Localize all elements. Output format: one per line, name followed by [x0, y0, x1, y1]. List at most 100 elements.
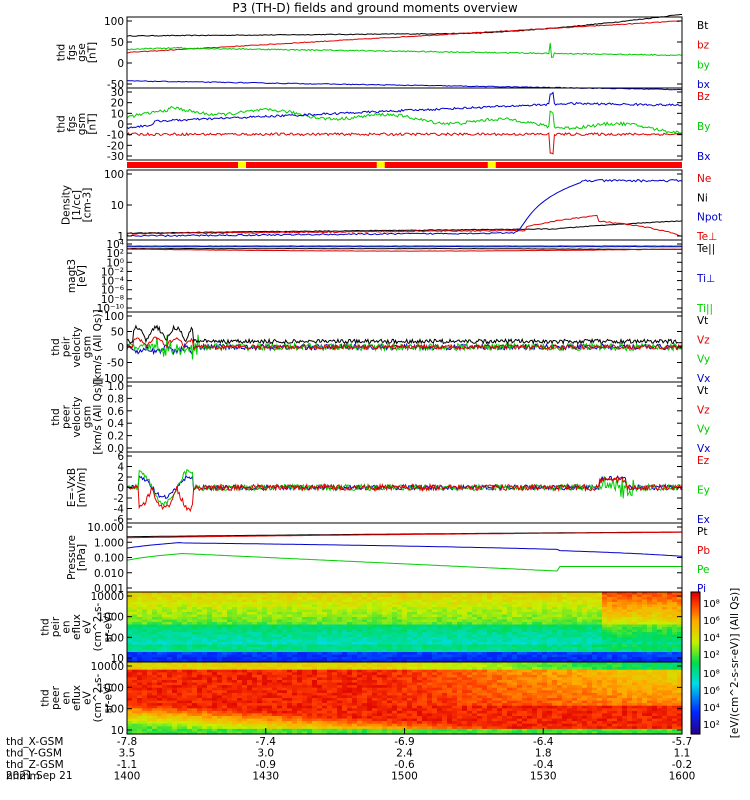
ion-spectrogram-cell: [622, 599, 628, 603]
ion-spectrogram-cell: [277, 629, 283, 633]
ion-spectrogram-cell: [177, 649, 183, 653]
y-tick-label: -6: [114, 514, 125, 526]
ion-spectrogram-cell: [492, 659, 498, 663]
electron-spectrogram-cell: [347, 674, 353, 679]
ion-spectrogram-cell: [392, 632, 398, 636]
ion-spectrogram-cell: [337, 632, 343, 636]
ion-spectrogram-cell: [532, 599, 538, 603]
ion-spectrogram-cell: [412, 597, 418, 601]
electron-spectrogram-cell: [147, 723, 153, 727]
ion-spectrogram-cell: [577, 602, 583, 606]
electron-spectrogram-cell: [352, 677, 358, 681]
ion-spectrogram-cell: [367, 659, 373, 663]
ion-spectrogram-cell: [602, 617, 608, 621]
ion-spectrogram-cell: [172, 624, 178, 628]
panel-frame: [126, 381, 683, 453]
ion-spectrogram-cell: [232, 644, 238, 648]
ion-spectrogram-cell: [457, 644, 463, 648]
ion-spectrogram-cell: [652, 597, 658, 601]
y-tick-label: 0.100: [94, 553, 124, 565]
electron-spectrogram-cell: [217, 682, 223, 686]
ion-spectrogram-cell: [347, 639, 353, 643]
ion-spectrogram-cell: [447, 607, 453, 611]
ion-spectrogram-cell: [212, 654, 218, 658]
ion-spectrogram-cell: [467, 602, 473, 606]
ion-spectrogram-cell: [472, 592, 478, 596]
ion-spectrogram-cell: [387, 617, 393, 621]
ion-spectrogram-cell: [482, 652, 488, 656]
electron-spectrogram-cell: [162, 721, 168, 725]
electron-spectrogram-cell: [292, 723, 298, 727]
ion-spectrogram-cell: [282, 592, 288, 596]
ion-spectrogram-cell: [377, 622, 383, 626]
ion-spectrogram-cell: [607, 642, 613, 646]
ion-spectrogram-cell: [157, 599, 163, 603]
electron-spectrogram-cell: [277, 731, 283, 735]
ion-spectrogram-cell: [602, 604, 608, 608]
y-tick-label: 1.000: [94, 537, 124, 549]
electron-spectrogram-cell: [297, 721, 303, 725]
ion-spectrogram-cell: [252, 592, 258, 596]
ion-spectrogram-cell: [552, 627, 558, 631]
electron-spectrogram-cell: [152, 680, 158, 684]
ion-spectrogram-cell: [402, 659, 408, 663]
electron-spectrogram-cell: [377, 695, 383, 699]
ion-spectrogram-cell: [577, 619, 583, 623]
electron-spectrogram-cell: [382, 731, 388, 735]
ion-spectrogram-cell: [457, 649, 463, 653]
electron-spectrogram-cell: [242, 685, 248, 689]
ion-spectrogram-cell: [322, 619, 328, 623]
ion-spectrogram-cell: [207, 654, 213, 658]
ion-spectrogram-cell: [127, 659, 133, 663]
ion-spectrogram-cell: [252, 639, 258, 643]
ion-spectrogram-cell: [222, 647, 228, 651]
ion-spectrogram-cell: [192, 604, 198, 608]
y-tick-label: 100: [104, 169, 124, 181]
ion-spectrogram-cell: [622, 637, 628, 641]
electron-spectrogram-cell: [372, 682, 378, 686]
electron-spectrogram-cell: [197, 695, 203, 699]
electron-spectrogram-cell: [252, 685, 258, 689]
ion-spectrogram-cell: [667, 637, 673, 641]
ion-spectrogram-cell: [182, 617, 188, 621]
electron-spectrogram-cell: [127, 677, 133, 681]
ion-spectrogram-cell: [482, 654, 488, 658]
ion-spectrogram-cell: [477, 654, 483, 658]
electron-spectrogram-cell: [177, 700, 183, 704]
electron-spectrogram-cell: [277, 716, 283, 720]
electron-spectrogram-cell: [342, 680, 348, 684]
ion-spectrogram-cell: [157, 629, 163, 633]
electron-spectrogram-cell: [267, 728, 273, 733]
electron-spectrogram-cell: [162, 698, 168, 702]
electron-spectrogram-cell: [142, 703, 148, 707]
ion-spectrogram-cell: [622, 647, 628, 651]
ion-spectrogram-cell: [287, 622, 293, 626]
ion-spectrogram-cell: [187, 629, 193, 633]
ion-spectrogram-cell: [662, 627, 668, 631]
ion-spectrogram-cell: [397, 604, 403, 608]
series-Bx: [126, 91, 683, 130]
ion-spectrogram-cell: [512, 632, 518, 636]
electron-spectrogram-cell: [227, 667, 233, 671]
ion-spectrogram-cell: [147, 644, 153, 648]
electron-spectrogram-cell: [372, 687, 378, 691]
electron-spectrogram-cell: [327, 721, 333, 725]
ion-spectrogram-cell: [127, 657, 133, 661]
ion-spectrogram-cell: [517, 597, 523, 601]
electron-spectrogram-cell: [142, 726, 148, 730]
ion-spectrogram-cell: [407, 597, 413, 601]
ion-spectrogram-cell: [537, 594, 543, 598]
electron-spectrogram-cell: [152, 728, 158, 733]
electron-spectrogram-cell: [392, 677, 398, 681]
ion-spectrogram-cell: [522, 624, 528, 628]
electron-spectrogram-cell: [297, 705, 303, 709]
ion-spectrogram-cell: [132, 607, 138, 611]
ion-spectrogram-cell: [457, 654, 463, 658]
ion-spectrogram-cell: [157, 644, 163, 648]
electron-spectrogram-cell: [252, 662, 258, 666]
ion-spectrogram-cell: [217, 622, 223, 626]
electron-spectrogram-cell: [347, 687, 353, 691]
electron-spectrogram-cell: [352, 662, 358, 666]
ion-spectrogram-cell: [637, 634, 643, 638]
electron-spectrogram-cell: [367, 662, 373, 666]
